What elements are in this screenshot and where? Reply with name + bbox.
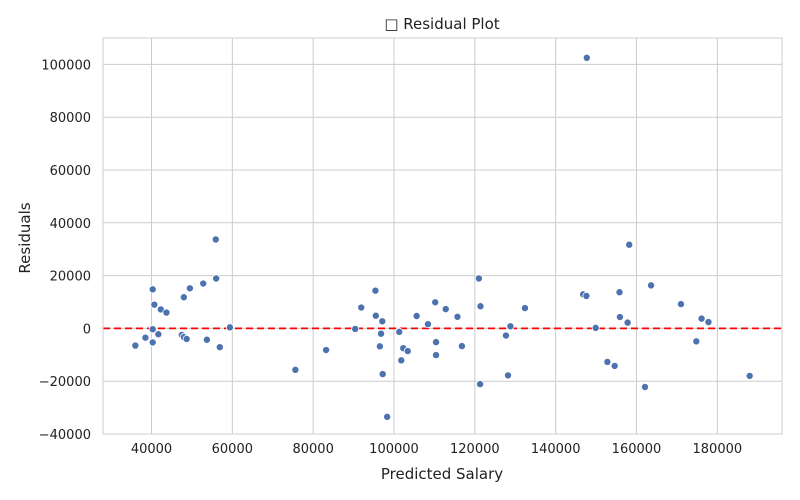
x-tick-label: 60000 bbox=[212, 442, 253, 457]
x-tick-label: 120000 bbox=[450, 442, 500, 457]
data-point bbox=[474, 274, 483, 283]
y-axis-label: Residuals bbox=[16, 202, 34, 273]
data-point bbox=[412, 311, 421, 320]
data-point bbox=[150, 300, 159, 309]
data-point bbox=[225, 323, 234, 332]
data-point bbox=[182, 334, 191, 343]
data-point bbox=[371, 286, 380, 295]
y-tick-label: −40000 bbox=[39, 428, 91, 443]
data-point bbox=[692, 337, 701, 346]
plot-frame bbox=[102, 37, 783, 435]
data-point bbox=[453, 312, 462, 321]
data-point bbox=[148, 338, 157, 347]
data-point bbox=[745, 371, 754, 380]
y-tick-label: 80000 bbox=[50, 111, 91, 126]
data-point bbox=[212, 274, 221, 283]
y-tick-label: 40000 bbox=[50, 217, 91, 232]
data-point bbox=[476, 302, 485, 311]
data-point bbox=[141, 333, 150, 342]
data-point bbox=[615, 288, 624, 297]
data-point bbox=[322, 346, 331, 355]
y-tick-label: −20000 bbox=[39, 375, 91, 390]
data-point bbox=[215, 343, 224, 352]
data-point bbox=[476, 380, 485, 389]
data-point bbox=[185, 284, 194, 293]
data-point bbox=[431, 298, 440, 307]
data-point bbox=[211, 235, 220, 244]
data-point bbox=[503, 371, 512, 380]
data-point bbox=[615, 313, 624, 322]
data-point bbox=[378, 317, 387, 326]
data-point bbox=[179, 293, 188, 302]
data-point bbox=[610, 361, 619, 370]
data-point bbox=[697, 314, 706, 323]
data-point bbox=[432, 338, 441, 347]
data-point bbox=[676, 300, 685, 309]
y-tick-label: 0 bbox=[83, 322, 91, 337]
data-point bbox=[403, 347, 412, 356]
data-point bbox=[371, 311, 380, 320]
data-point bbox=[441, 305, 450, 314]
x-tick-label: 40000 bbox=[131, 442, 172, 457]
data-point bbox=[154, 330, 163, 339]
x-tick-label: 100000 bbox=[369, 442, 419, 457]
data-point bbox=[457, 342, 466, 351]
data-point bbox=[625, 240, 634, 249]
data-point bbox=[704, 318, 713, 327]
plot-background bbox=[103, 38, 782, 434]
data-point bbox=[432, 351, 441, 360]
x-axis-label: Predicted Salary bbox=[381, 465, 503, 483]
data-point bbox=[582, 291, 591, 300]
data-point bbox=[647, 281, 656, 290]
data-point bbox=[520, 304, 529, 313]
x-tick-label: 180000 bbox=[693, 442, 743, 457]
x-tick-label: 160000 bbox=[612, 442, 662, 457]
data-point bbox=[603, 357, 612, 366]
data-point bbox=[623, 318, 632, 327]
y-tick-label: 20000 bbox=[50, 270, 91, 285]
data-point bbox=[377, 329, 386, 338]
data-point bbox=[423, 320, 432, 329]
chart-title: □ Residual Plot bbox=[384, 15, 499, 33]
data-point bbox=[395, 327, 404, 336]
data-points bbox=[131, 53, 754, 421]
data-point bbox=[397, 356, 406, 365]
x-tick-label: 140000 bbox=[531, 442, 581, 457]
y-tick-label: 100000 bbox=[41, 58, 91, 73]
data-point bbox=[351, 324, 360, 333]
data-point bbox=[378, 370, 387, 379]
data-point bbox=[506, 322, 515, 331]
data-point bbox=[148, 285, 157, 294]
data-point bbox=[375, 342, 384, 351]
data-point bbox=[162, 308, 171, 317]
data-point bbox=[202, 335, 211, 344]
y-tick-labels: −40000 −20000 0 20000 40000 60000 80000 100000 bbox=[39, 58, 91, 443]
data-point bbox=[199, 279, 208, 288]
data-point bbox=[148, 325, 157, 334]
data-point bbox=[131, 341, 140, 350]
data-point bbox=[383, 412, 392, 421]
x-tick-label: 80000 bbox=[292, 442, 333, 457]
y-tick-label: 60000 bbox=[50, 164, 91, 179]
data-point bbox=[582, 53, 591, 62]
data-point bbox=[591, 323, 600, 332]
data-point bbox=[357, 303, 366, 312]
data-point bbox=[291, 365, 300, 374]
x-tick-labels: 40000 60000 80000 100000 120000 140000 160000 1… bbox=[131, 442, 742, 457]
data-point bbox=[501, 331, 510, 340]
data-point bbox=[640, 383, 649, 392]
